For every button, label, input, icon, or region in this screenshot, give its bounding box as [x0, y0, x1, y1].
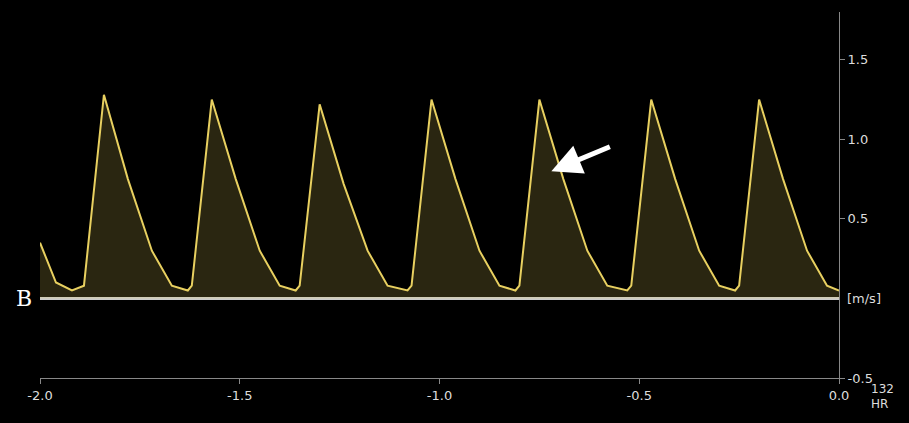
- svg-text:B: B: [16, 286, 32, 311]
- svg-text:HR: HR: [871, 397, 888, 411]
- svg-text:[m/s]: [m/s]: [847, 291, 881, 306]
- svg-text:-0.5: -0.5: [848, 371, 873, 386]
- svg-text:132: 132: [871, 382, 894, 396]
- svg-text:0.0: 0.0: [829, 388, 850, 403]
- svg-text:0.5: 0.5: [848, 211, 869, 226]
- svg-text:-0.5: -0.5: [627, 388, 652, 403]
- svg-text:-1.5: -1.5: [227, 388, 252, 403]
- svg-text:1.5: 1.5: [848, 52, 869, 67]
- svg-text:-1.0: -1.0: [427, 388, 452, 403]
- svg-text:1.0: 1.0: [848, 132, 869, 147]
- svg-text:-2.0: -2.0: [27, 388, 52, 403]
